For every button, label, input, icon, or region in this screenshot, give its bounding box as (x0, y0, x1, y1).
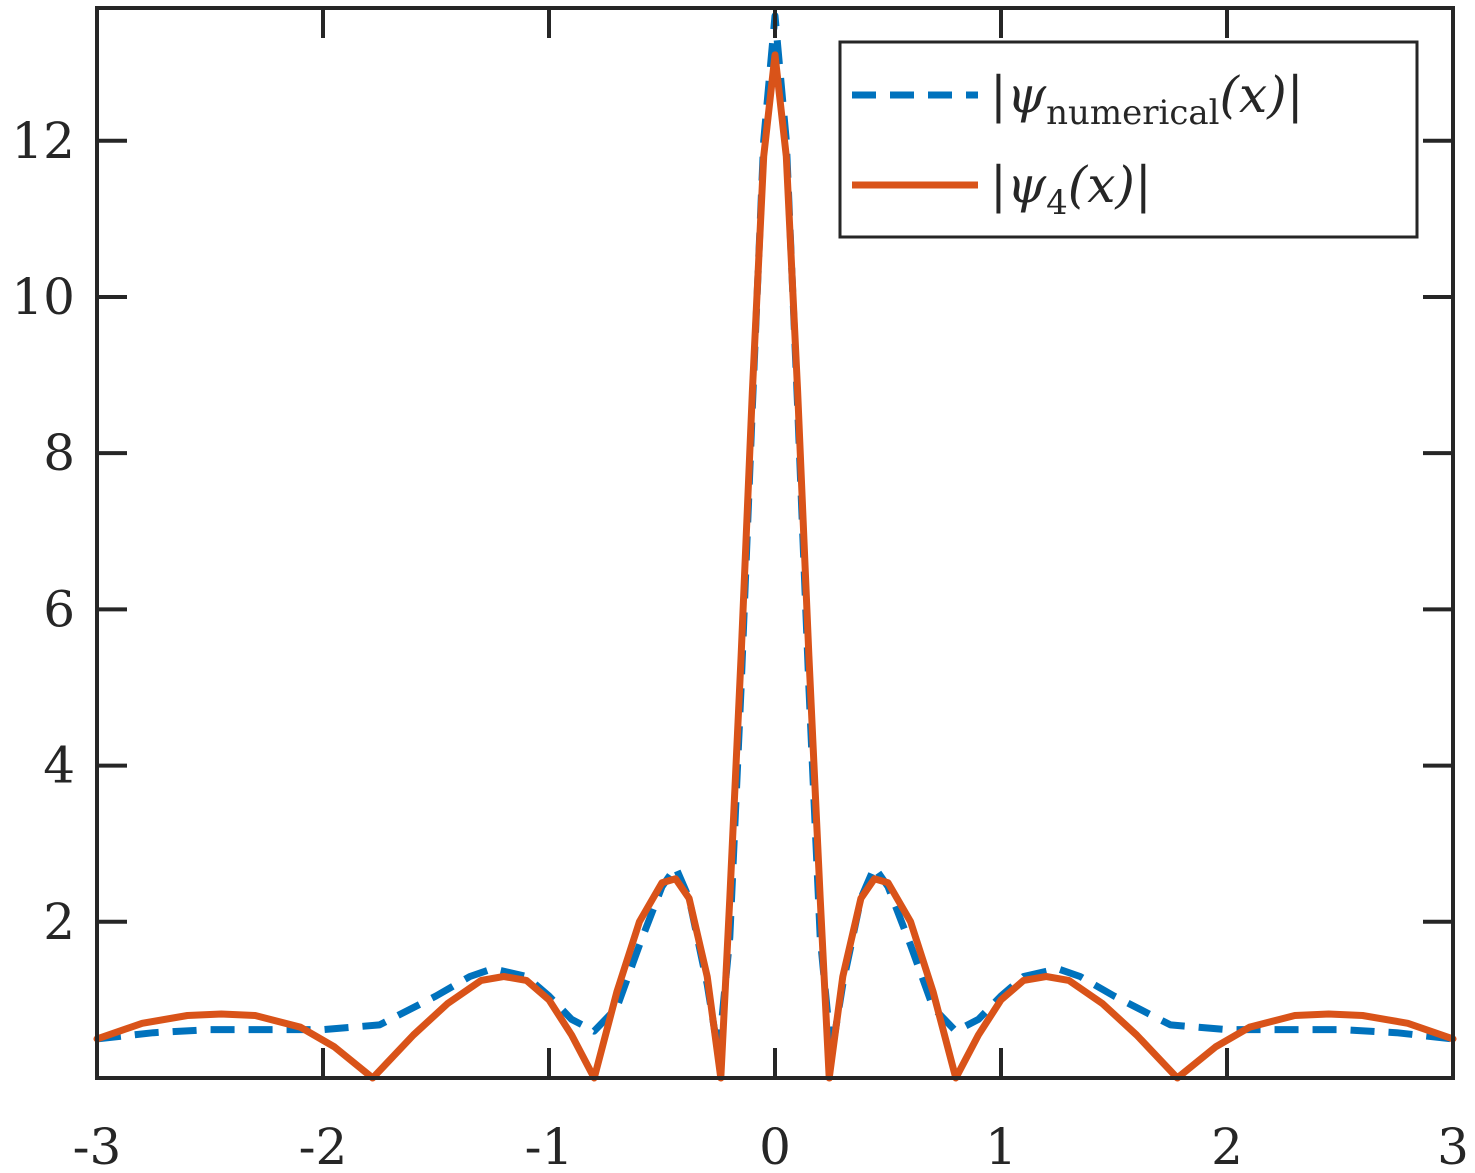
legend-label-1: |ψ4(x)| (990, 156, 1152, 223)
x-tick-label: 1 (985, 1118, 1017, 1173)
series-line-1 (93, 51, 1457, 1082)
x-tick-label: 3 (1437, 1118, 1469, 1173)
legend: |ψnumerical(x)| |ψ4(x)| (838, 40, 1419, 239)
y-tick-label: 10 (11, 268, 75, 326)
x-tick-label: 2 (1211, 1118, 1243, 1173)
x-tick-label: -1 (525, 1118, 574, 1173)
y-tick-label: 12 (11, 112, 75, 170)
legend-box (838, 40, 1419, 239)
y-tick-label: 2 (43, 893, 75, 951)
y-tick-label: 8 (43, 424, 75, 482)
x-tick-label: 0 (759, 1118, 791, 1173)
y-tick-label: 4 (43, 737, 75, 795)
x-tick-label: -3 (73, 1118, 122, 1173)
legend-label-0: |ψnumerical(x)| (990, 66, 1304, 133)
x-tick-label: -2 (299, 1118, 348, 1173)
y-tick-label: 6 (43, 580, 75, 638)
